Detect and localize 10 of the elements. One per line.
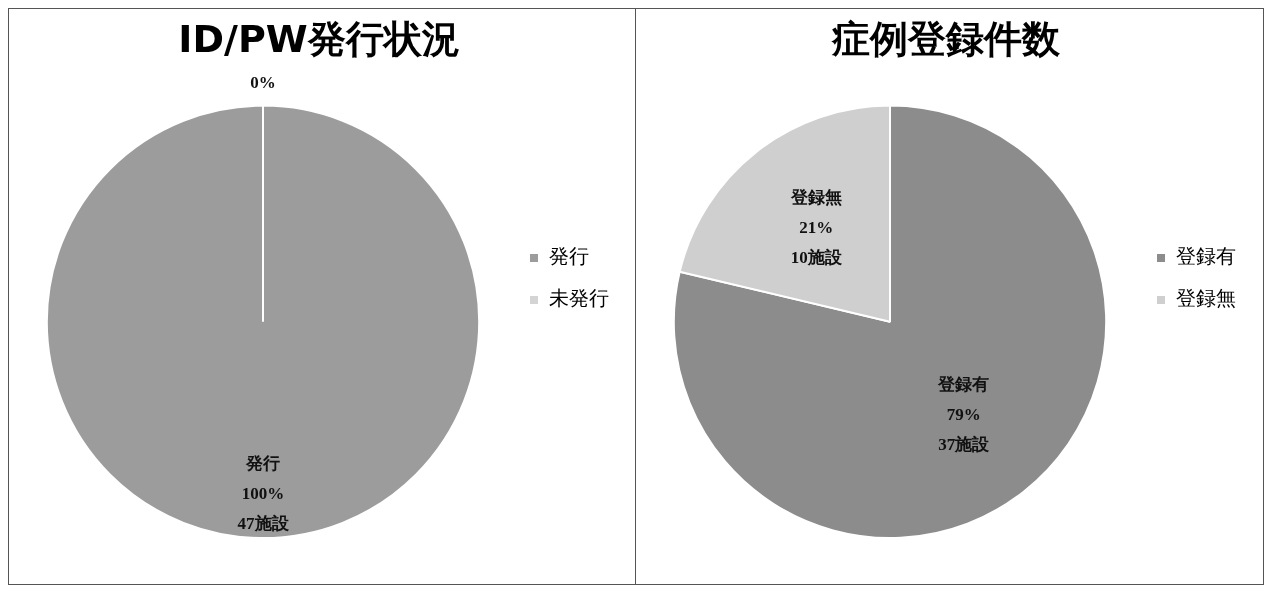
legend-label: 発行 [549, 244, 589, 269]
data-label: 登録有 79% 37施設 [937, 374, 991, 454]
text: 0% [250, 72, 276, 92]
data-label: 登録無 21% 10施設 [789, 187, 843, 267]
legend-label: 登録有 [1176, 244, 1236, 269]
chart-title: 症例登録件数 [831, 16, 1061, 61]
legend-label: 登録無 [1176, 286, 1236, 311]
data-label: 発行 100% 47施設 [237, 454, 290, 534]
legend-label: 未発行 [549, 286, 609, 311]
chart-title: ID/PW発行状況 [178, 16, 460, 61]
